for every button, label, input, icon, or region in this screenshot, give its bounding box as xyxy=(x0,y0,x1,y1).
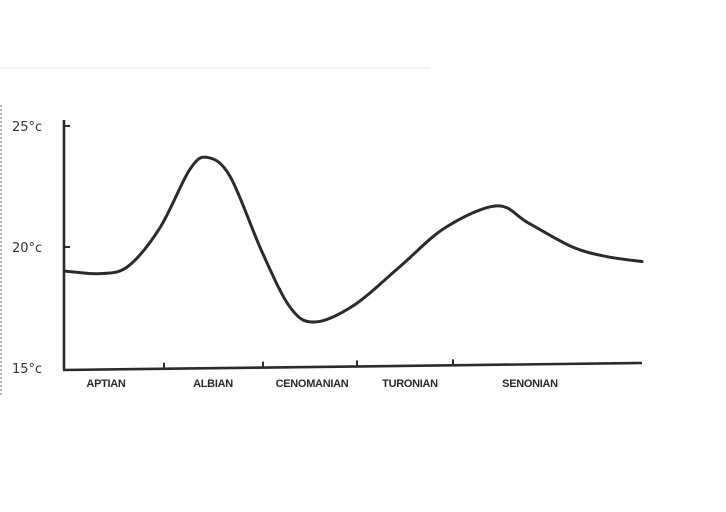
x-category-label: SENONIAN xyxy=(502,378,558,390)
y-tick-label: 25°c xyxy=(12,120,42,135)
temperature-curve xyxy=(64,155,644,324)
x-category-label: APTIAN xyxy=(86,378,126,390)
x-axis xyxy=(62,361,643,372)
x-category-label: TURONIAN xyxy=(382,378,438,390)
x-category-label: CENOMANIAN xyxy=(276,378,349,390)
y-tick-label: 15°c xyxy=(12,362,42,377)
axes: 15°c 20°c 25°c APTIAN ALBIAN CENOMANIAN TURONI… xyxy=(12,120,643,390)
x-category-label: ALBIAN xyxy=(193,378,233,390)
y-tick-label: 20°c xyxy=(12,241,42,256)
series-marks xyxy=(64,155,644,324)
